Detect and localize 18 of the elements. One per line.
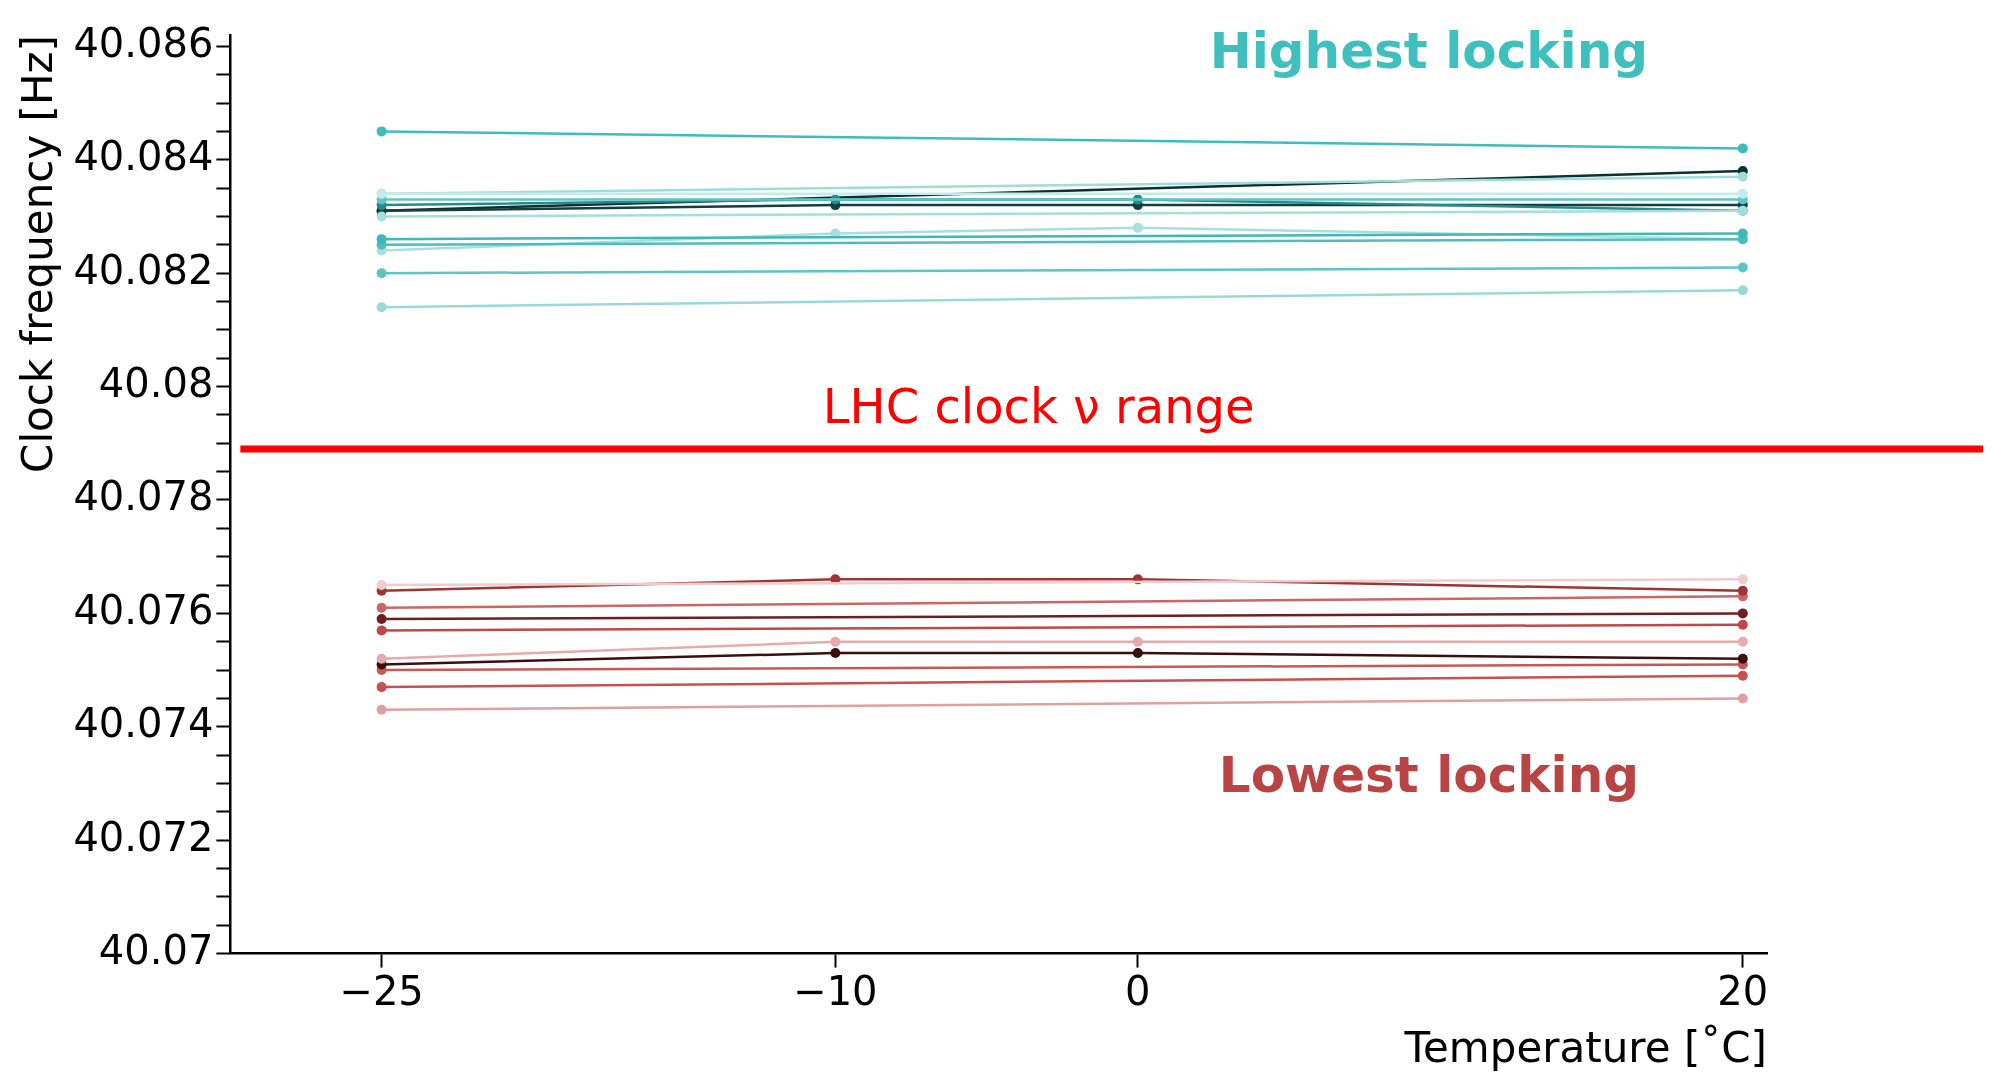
annotation: Highest locking	[1209, 21, 1649, 80]
y-tick-label: 40.07	[98, 926, 214, 973]
y-tick-label: 40.086	[73, 19, 214, 66]
y-tick-label: 40.08	[98, 359, 214, 406]
y-tick-label: 40.072	[73, 813, 214, 860]
x-tick-label: −25	[339, 967, 424, 1014]
y-tick-label: 40.082	[73, 246, 214, 293]
y-tick-label: 40.076	[73, 586, 214, 633]
x-axis-title: Temperature [˚C]	[1403, 1022, 1767, 1072]
x-tick-label: 0	[1125, 967, 1151, 1014]
y-tick-label: 40.074	[73, 700, 214, 747]
ref-line-label: LHC clock ν range	[822, 378, 1255, 435]
x-tick-label: −10	[793, 967, 878, 1014]
y-tick-label: 40.078	[73, 473, 214, 520]
y-axis-title: Clock frequency [Hz]	[13, 35, 63, 473]
y-tick-label: 40.084	[73, 133, 214, 180]
x-tick-label: 20	[1717, 967, 1769, 1014]
annotation: Lowest locking	[1218, 745, 1640, 804]
